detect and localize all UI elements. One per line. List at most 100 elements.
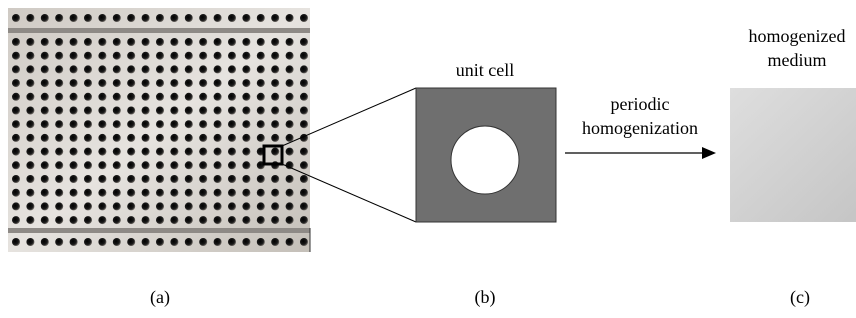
perforation	[98, 120, 106, 128]
perforation	[41, 216, 49, 224]
perforation	[142, 79, 150, 87]
perforation	[12, 107, 20, 115]
perforation	[127, 238, 135, 246]
perforation	[170, 238, 178, 246]
perforation	[26, 14, 34, 22]
perforation	[170, 216, 178, 224]
perforation	[257, 202, 265, 210]
perforation	[185, 107, 193, 115]
perforation	[185, 189, 193, 197]
perforation	[55, 52, 63, 60]
perforation	[26, 189, 34, 197]
perforation	[113, 175, 121, 183]
perforation	[26, 216, 34, 224]
arrow-label: homogenization	[582, 118, 698, 138]
perforation	[12, 52, 20, 60]
perforation	[228, 148, 236, 156]
perforation	[228, 202, 236, 210]
perforation	[12, 134, 20, 142]
perforation	[214, 38, 222, 46]
perforation	[127, 38, 135, 46]
perforation	[55, 120, 63, 128]
perforation	[199, 202, 207, 210]
perforation	[84, 161, 92, 169]
perforation	[300, 120, 308, 128]
perforation	[199, 65, 207, 73]
perforation	[185, 93, 193, 101]
perforation	[156, 38, 164, 46]
perforation	[113, 93, 121, 101]
perforation	[300, 14, 308, 22]
perforation	[257, 120, 265, 128]
perforation	[41, 202, 49, 210]
perforation	[199, 14, 207, 22]
perforation	[185, 175, 193, 183]
perforation	[70, 38, 78, 46]
perforation	[156, 120, 164, 128]
plate-seam	[8, 228, 310, 233]
perforation	[286, 107, 294, 115]
perforation	[127, 161, 135, 169]
perforation	[185, 79, 193, 87]
perforation	[142, 52, 150, 60]
perforation	[113, 189, 121, 197]
perforation	[199, 238, 207, 246]
perforation	[84, 79, 92, 87]
caption: (b)	[475, 287, 496, 308]
perforation	[84, 14, 92, 22]
perforation	[257, 52, 265, 60]
perforation	[98, 189, 106, 197]
perforation	[242, 189, 250, 197]
perforation	[98, 148, 106, 156]
perforation	[26, 38, 34, 46]
perforation	[300, 148, 308, 156]
perforation	[156, 134, 164, 142]
diagram: unit cell periodic homogenization homoge…	[0, 0, 856, 318]
perforation	[26, 202, 34, 210]
perforation	[26, 107, 34, 115]
perforation	[142, 65, 150, 73]
perforation	[228, 14, 236, 22]
perforation	[242, 238, 250, 246]
perforation	[214, 161, 222, 169]
perforation	[156, 107, 164, 115]
perforation	[242, 161, 250, 169]
perforation	[70, 238, 78, 246]
arrow-label: periodic	[611, 94, 670, 114]
perforation	[170, 79, 178, 87]
perforated-plate	[8, 8, 310, 252]
perforation	[286, 202, 294, 210]
perforation	[199, 189, 207, 197]
perforation	[271, 175, 279, 183]
perforation	[84, 216, 92, 224]
perforation	[127, 107, 135, 115]
perforation	[286, 65, 294, 73]
perforation	[156, 202, 164, 210]
perforation	[70, 161, 78, 169]
perforation	[156, 14, 164, 22]
perforation	[300, 175, 308, 183]
homogenized-medium	[730, 88, 856, 222]
perforation	[12, 93, 20, 101]
perforation	[142, 238, 150, 246]
perforation	[286, 134, 294, 142]
perforation	[286, 38, 294, 46]
perforation	[214, 79, 222, 87]
perforation	[199, 148, 207, 156]
perforation	[142, 189, 150, 197]
perforation	[41, 189, 49, 197]
perforation	[170, 14, 178, 22]
perforation	[300, 238, 308, 246]
perforation	[170, 120, 178, 128]
perforation	[242, 93, 250, 101]
perforation	[41, 120, 49, 128]
perforation	[242, 65, 250, 73]
perforation	[286, 148, 294, 156]
perforation	[170, 65, 178, 73]
perforation	[300, 107, 308, 115]
perforation	[113, 238, 121, 246]
perforation	[41, 38, 49, 46]
perforation	[84, 93, 92, 101]
perforation	[156, 161, 164, 169]
perforation	[142, 161, 150, 169]
